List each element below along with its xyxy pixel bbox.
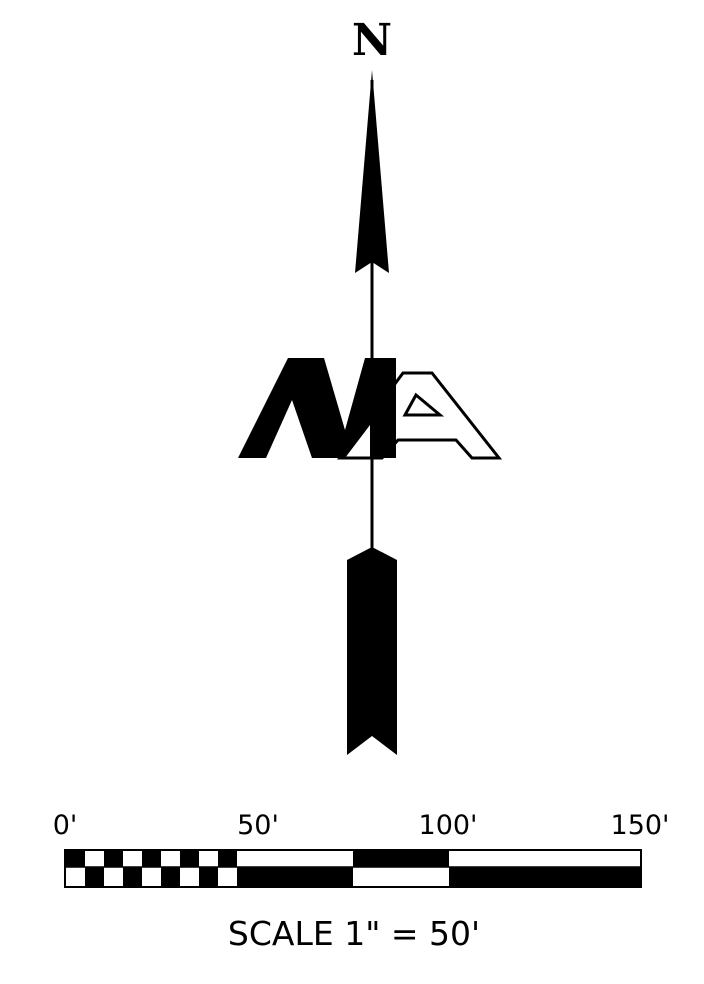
ma-logo-a-icon: [337, 371, 503, 460]
scale-tick-label-50: 50': [237, 810, 279, 841]
scale-tick-label-150: 150': [611, 810, 670, 841]
scale-tick-label-100: 100': [419, 810, 478, 841]
ma-logo-m-icon: [238, 358, 396, 458]
north-label: N: [352, 15, 392, 66]
scale-caption: SCALE 1" = 50': [228, 914, 480, 953]
north-arrowhead-icon: [355, 70, 389, 273]
north-arrow-tail-icon: [347, 547, 397, 755]
scale-tick-label-0: 0': [53, 810, 78, 841]
scale-bar: [64, 849, 642, 888]
